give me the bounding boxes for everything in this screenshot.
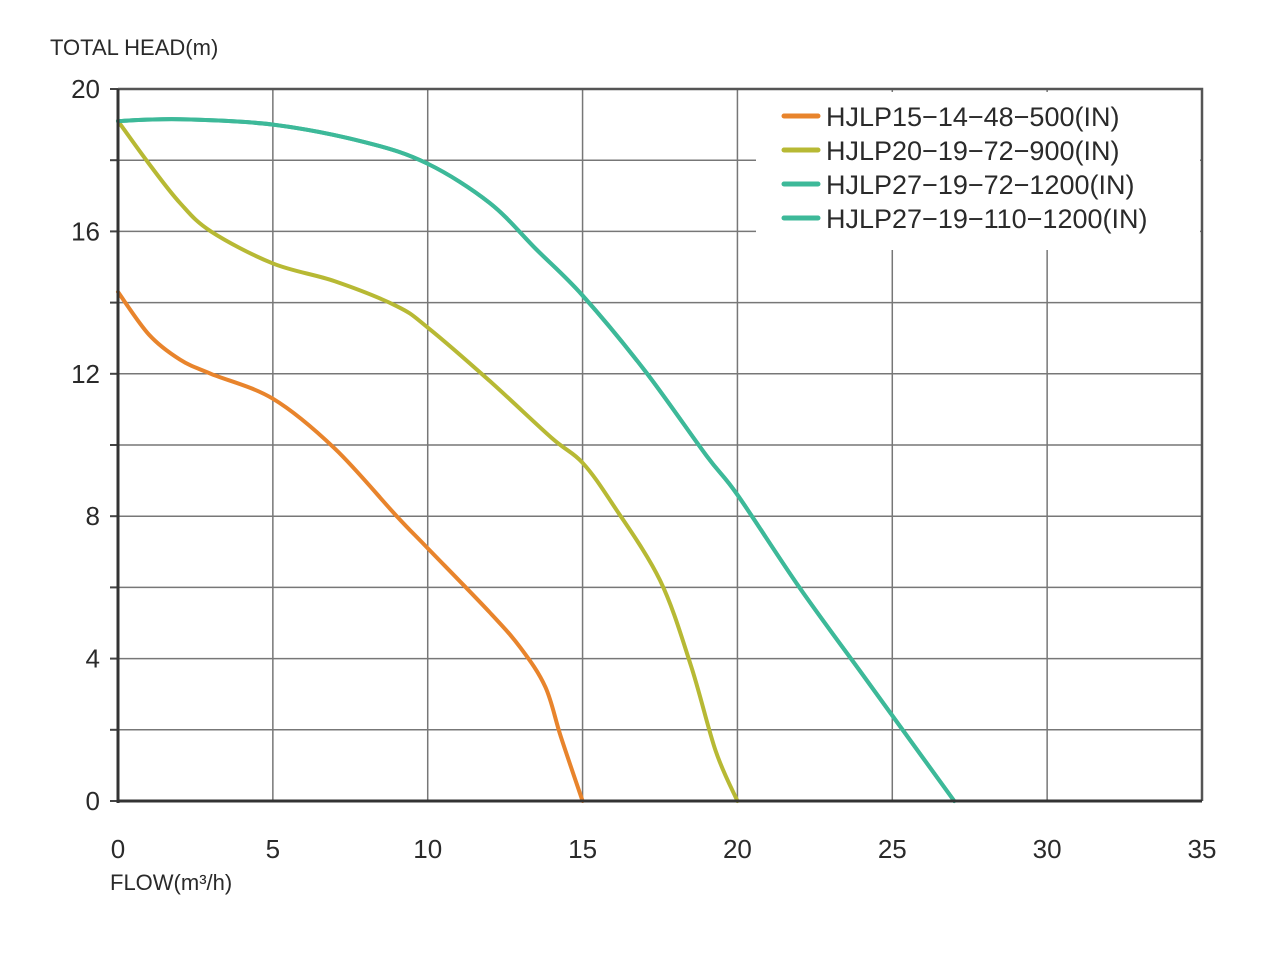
y-tick-label: 8	[86, 501, 100, 531]
y-tick-label: 0	[86, 786, 100, 816]
plot-frame	[116, 87, 1204, 803]
curves	[116, 117, 957, 803]
x-tick-label: 5	[266, 834, 280, 864]
x-tick-label: 25	[878, 834, 907, 864]
series-line	[116, 117, 957, 803]
y-axis-label: TOTAL HEAD(m)	[50, 35, 218, 60]
x-tick-label: 15	[568, 834, 597, 864]
legend-label: HJLP27−19−72−1200(IN)	[826, 170, 1134, 200]
series-line	[116, 289, 585, 803]
legend-background	[756, 92, 1200, 250]
tick-labels: 0 5 10 15 20 25 30 35 0 4 8 12 16 20	[71, 74, 1216, 864]
y-tick-label: 12	[71, 359, 100, 389]
x-tick-label: 35	[1188, 834, 1217, 864]
y-tick-label: 4	[86, 644, 100, 674]
x-axis-label: FLOW(m³/h)	[110, 870, 232, 895]
legend-label: HJLP15−14−48−500(IN)	[826, 102, 1119, 132]
x-tick-label: 30	[1033, 834, 1062, 864]
y-tick-label: 20	[71, 74, 100, 104]
x-tick-label: 10	[413, 834, 442, 864]
y-tick-label: 16	[71, 216, 100, 246]
legend-label: HJLP20−19−72−900(IN)	[826, 136, 1119, 166]
legend-label: HJLP27−19−110−1200(IN)	[826, 204, 1147, 234]
legend: HJLP15−14−48−500(IN) HJLP20−19−72−900(IN)…	[781, 102, 1147, 234]
x-tick-label: 20	[723, 834, 752, 864]
x-tick-label: 0	[111, 834, 125, 864]
series-line	[116, 119, 740, 803]
plot-border	[118, 87, 1204, 801]
